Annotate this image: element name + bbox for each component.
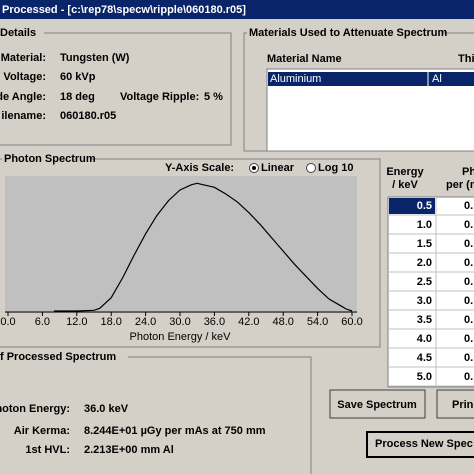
label-bg: [0, 28, 44, 40]
field-label: Voltage:: [3, 71, 46, 83]
result-label: 1st HVL:: [25, 444, 70, 456]
photon-cell: 0.: [464, 352, 473, 364]
photon-cell: 0.: [464, 257, 473, 269]
plot-area: [5, 176, 357, 313]
print-button[interactable]: [436, 389, 474, 419]
energy-cell: 5.0: [417, 371, 432, 383]
energy-cell: 2.0: [417, 257, 432, 269]
title-bar: [0, 0, 474, 19]
material-symbol: Al: [432, 73, 442, 85]
result-label: Air Kerma:: [14, 425, 70, 437]
details-box: [0, 32, 232, 146]
field-label: ilename:: [1, 110, 46, 122]
label-bg: [0, 351, 128, 363]
group-title: Materials Used to Attenuate Spectrum: [249, 27, 447, 39]
radio-label: Log 10: [318, 162, 353, 174]
button-label: Save Spectrum: [337, 399, 417, 411]
photon-cell: 0.: [464, 238, 473, 250]
x-tick-label: 12.0: [66, 316, 87, 328]
field-label: Voltage Ripple:: [120, 91, 199, 103]
photon-cell: 0.: [464, 295, 473, 307]
button-label: Process New Spec: [375, 438, 473, 450]
column-header: Material Name: [267, 53, 342, 65]
field-value: 60 kVp: [60, 71, 96, 83]
field-value: 18 deg: [60, 91, 95, 103]
photon-cell: 0.: [464, 333, 473, 345]
x-tick-label: 36.0: [204, 316, 225, 328]
x-axis-label: Photon Energy / keV: [130, 331, 232, 343]
window-title: Processed - [c:\rep78\specw\ripple\06018…: [2, 4, 246, 16]
field-value: 060180.r05: [60, 110, 116, 122]
column-header: per (m: [446, 179, 474, 191]
x-tick-label: 6.0: [35, 316, 50, 328]
x-tick-label: 48.0: [272, 316, 293, 328]
field-value: Tungsten (W): [60, 52, 130, 64]
selected-row: [268, 72, 474, 86]
radio-label: Linear: [261, 162, 295, 174]
x-tick-label: 30.0: [169, 316, 190, 328]
photon-cell: 0.: [464, 219, 473, 231]
x-tick-label: 24.0: [135, 316, 156, 328]
radio-log[interactable]: [306, 163, 316, 173]
energy-table[interactable]: [387, 196, 474, 388]
x-tick-label: 54.0: [307, 316, 328, 328]
result-label: hoton Energy:: [0, 403, 70, 415]
process-button[interactable]: [366, 431, 474, 458]
results-box: [0, 356, 312, 474]
scale-label: Y-Axis Scale:: [165, 162, 234, 174]
energy-cell: 3.5: [417, 314, 432, 326]
column-header: Thi: [458, 53, 474, 65]
x-tick-label: 60.0: [341, 316, 362, 328]
selected-row: [389, 198, 435, 214]
material-name: Aluminium: [270, 73, 321, 85]
group-title: Details: [0, 27, 36, 39]
label-bg: [2, 153, 90, 165]
field-label: de Angle:: [0, 91, 46, 103]
energy-cell: 0.5: [417, 200, 432, 212]
photon-cell: 0.: [464, 314, 473, 326]
save-button[interactable]: [329, 389, 426, 419]
energy-cell: 2.5: [417, 276, 432, 288]
button-label: Prin: [452, 399, 474, 411]
label-bg: [247, 27, 443, 39]
result-value: 2.213E+00 mm Al: [84, 444, 174, 456]
x-tick-label: 18.0: [100, 316, 121, 328]
energy-cell: 4.0: [417, 333, 432, 345]
spectrum-line: [53, 182, 353, 312]
x-tick-label: 42.0: [238, 316, 259, 328]
column-header: Energy: [386, 166, 424, 178]
energy-cell: 4.5: [417, 352, 432, 364]
field-value: 5 %: [204, 91, 223, 103]
result-value: 8.244E+01 µGy per mAs at 750 mm: [84, 425, 266, 437]
field-label: Material:: [1, 52, 46, 64]
energy-cell: 1.5: [417, 238, 432, 250]
energy-cell: 3.0: [417, 295, 432, 307]
column-header: Ph: [462, 166, 474, 178]
photon-cell: 0.: [464, 276, 473, 288]
energy-cell: 1.0: [417, 219, 432, 231]
photon-cell: 0.: [464, 200, 473, 212]
group-title: f Processed Spectrum: [0, 351, 116, 363]
x-tick-label: 0.0: [0, 316, 15, 328]
spectrum-box: [0, 158, 381, 348]
result-value: 36.0 keV: [84, 403, 129, 415]
photon-cell: 0.: [464, 371, 473, 383]
group-title: Photon Spectrum: [4, 153, 96, 165]
radio-dot: [252, 166, 256, 170]
column-header: / keV: [392, 179, 418, 191]
